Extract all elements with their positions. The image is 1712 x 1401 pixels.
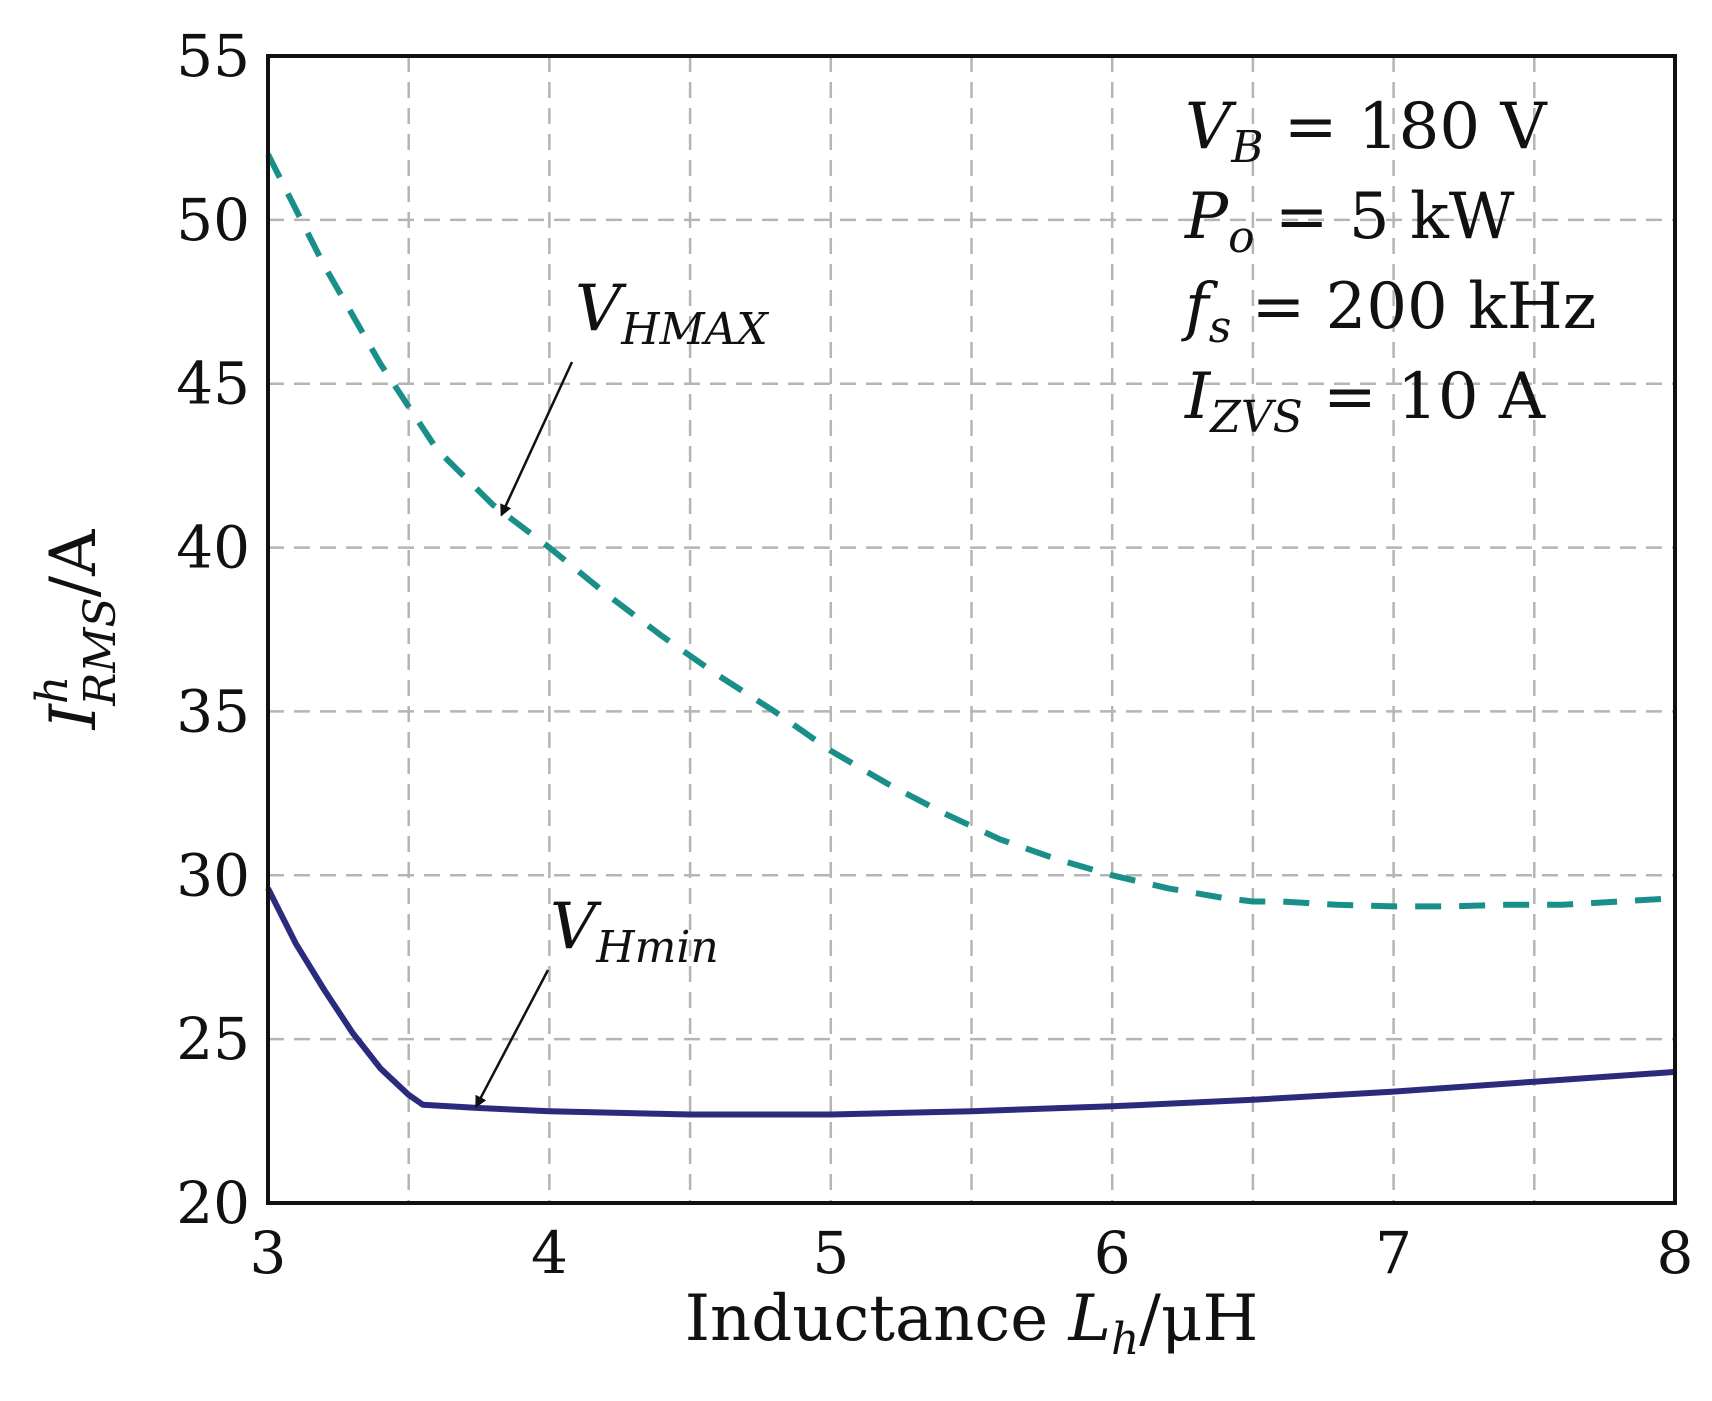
y-tick-label: 30 xyxy=(176,841,250,909)
svg-text:VHMAX: VHMAX xyxy=(575,272,769,355)
x-tick-label: 6 xyxy=(1094,1219,1131,1287)
x-tick-label: 8 xyxy=(1657,1219,1694,1287)
y-tick-label: 40 xyxy=(176,514,250,582)
series-lines xyxy=(265,152,1676,1118)
y-tick-label: 35 xyxy=(176,677,250,745)
x-axis-label: Inductance Lh/μH xyxy=(685,1282,1259,1365)
param-izvs: IZVS = 10 A xyxy=(1184,360,1546,443)
x-tick-label: 5 xyxy=(812,1219,849,1287)
y-tick-label: 55 xyxy=(176,22,250,90)
series-line-vhmax xyxy=(265,152,1676,910)
y-tick-label: 50 xyxy=(176,186,250,254)
param-vb: VB = 180 V xyxy=(1185,90,1548,173)
x-tick-label: 4 xyxy=(531,1219,568,1287)
x-tick-label: 7 xyxy=(1375,1219,1412,1287)
svg-text:VHmin: VHmin xyxy=(550,890,719,973)
param-fs: fs = 200 kHz xyxy=(1181,270,1596,353)
plot-frame xyxy=(266,54,1677,1205)
y-tick-label: 20 xyxy=(176,1169,250,1237)
y-tick-label: 45 xyxy=(176,350,250,418)
y-tick-label: 25 xyxy=(176,1005,250,1073)
parameter-annotations: VB = 180 V Po = 5 kW fs = 200 kHz IZVS =… xyxy=(1181,90,1596,443)
grid-lines xyxy=(268,56,1675,1203)
annotation-vhmax: VHMAX xyxy=(500,272,769,517)
param-po: Po = 5 kW xyxy=(1184,180,1515,263)
vhmax-arrow xyxy=(500,361,574,517)
annotation-vhmin: VHmin xyxy=(475,890,719,1109)
series-line-vhmin xyxy=(265,887,1676,1118)
y-axis-label: IhRMS/A xyxy=(27,529,126,731)
vhmin-arrow xyxy=(475,969,550,1109)
x-tick-label: 3 xyxy=(250,1219,287,1287)
